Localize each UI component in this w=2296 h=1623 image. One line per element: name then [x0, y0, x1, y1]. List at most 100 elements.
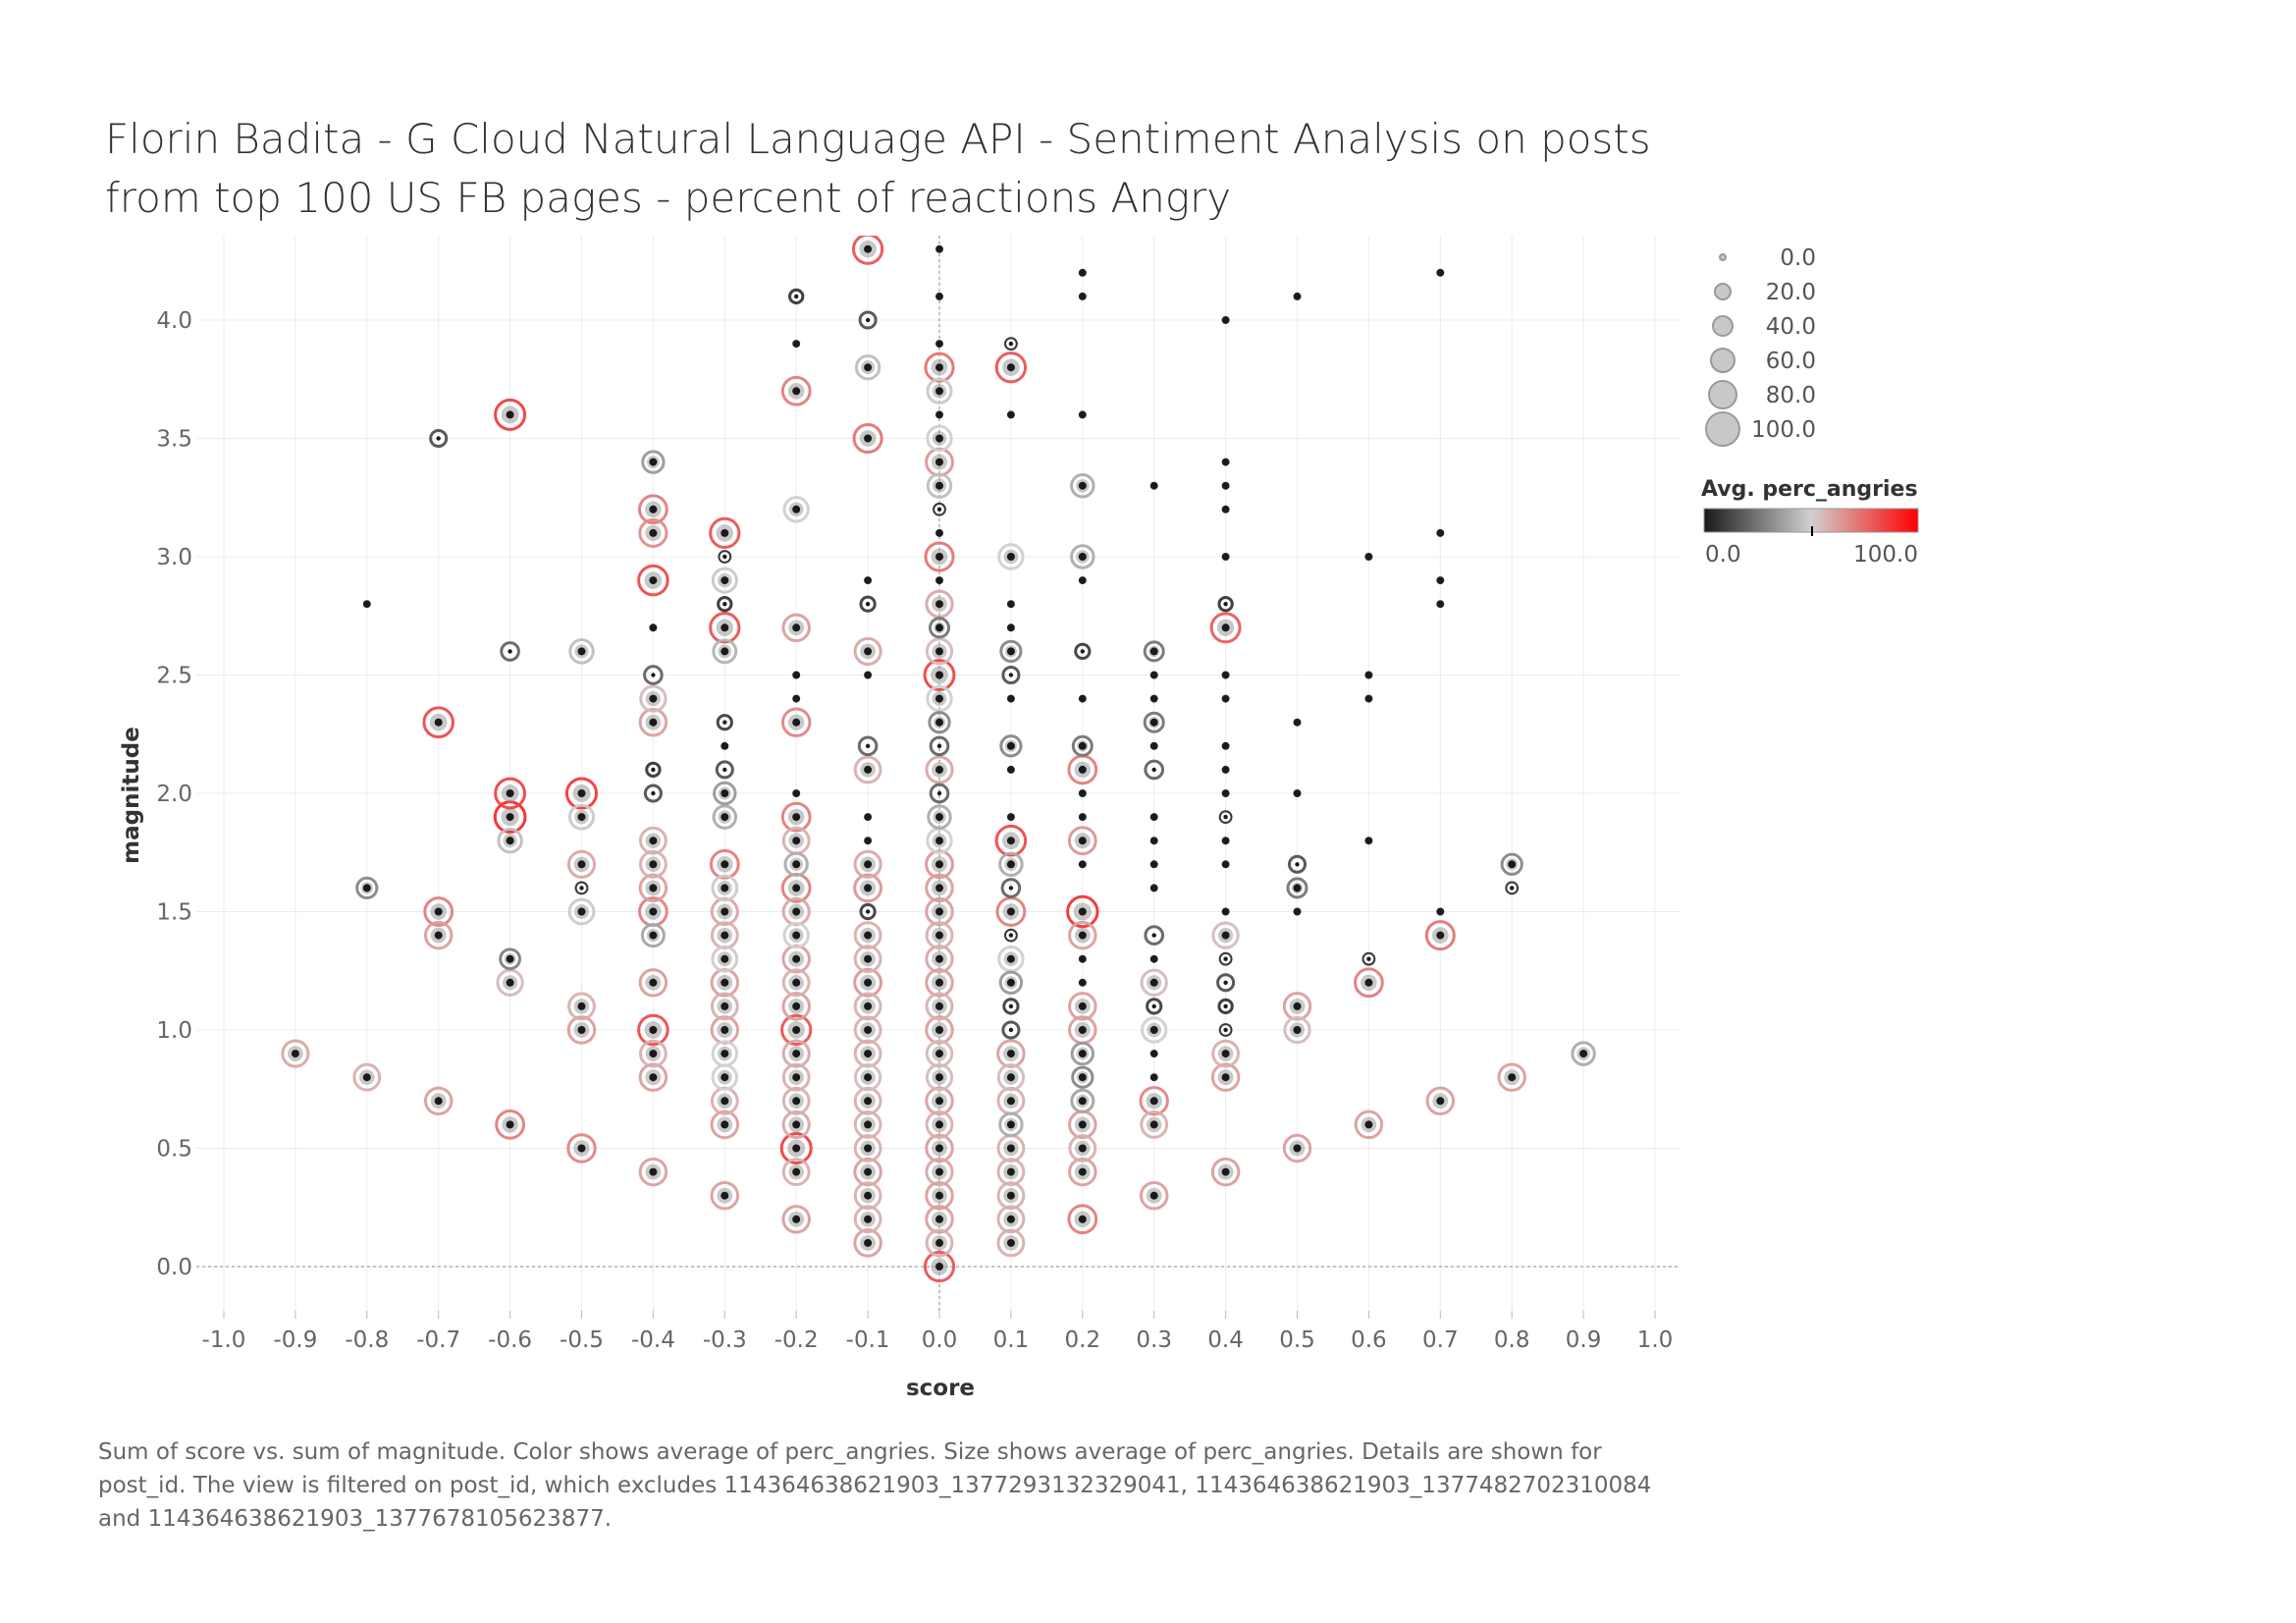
data-point-ring: [780, 1013, 813, 1047]
data-point: [1078, 954, 1087, 963]
data-point-ring: [1068, 1157, 1097, 1187]
x-tick-label: 0.9: [1566, 1327, 1602, 1353]
data-point-ring: [781, 1086, 811, 1115]
data-point-ring: [638, 707, 668, 737]
data-point: [712, 638, 738, 665]
data-point-dot: [1079, 955, 1086, 962]
data-point-core: [579, 886, 584, 891]
data-point-ring: [710, 1180, 740, 1211]
data-point-dot: [1437, 908, 1444, 915]
data-point-ring: [1505, 881, 1520, 895]
data-point: [926, 684, 953, 713]
data-point-ring: [710, 1109, 740, 1140]
data-point-ring: [1216, 973, 1236, 993]
data-point: [710, 1180, 740, 1211]
data-point-dot: [936, 293, 942, 299]
data-point: [852, 422, 883, 455]
data-point-dot: [1079, 814, 1086, 821]
data-point: [857, 735, 879, 757]
data-point-core: [1078, 931, 1087, 940]
data-point: [422, 706, 454, 738]
data-point: [1068, 1157, 1097, 1187]
data-point: [1006, 813, 1015, 822]
data-point-ring: [709, 516, 741, 550]
data-point-core: [1078, 1097, 1087, 1106]
data-point-core: [1295, 862, 1300, 867]
data-point-ring: [929, 735, 950, 757]
data-point-ring: [1362, 951, 1376, 966]
data-point-ring: [637, 564, 669, 597]
data-point-dot: [1150, 814, 1157, 821]
data-point-ring: [1143, 640, 1165, 663]
data-point: [638, 968, 668, 998]
data-point-dot: [936, 577, 942, 584]
data-point-core: [1006, 553, 1015, 561]
size-legend-marker: [1714, 283, 1732, 300]
data-point-ring: [567, 992, 596, 1021]
data-point: [779, 1132, 813, 1164]
data-point-core: [1078, 741, 1087, 750]
data-point: [1149, 671, 1158, 679]
data-point: [496, 968, 524, 997]
data-point-ring: [1571, 1041, 1596, 1066]
x-tick-label: -0.2: [774, 1327, 819, 1353]
data-points: [281, 236, 1596, 1283]
data-point: [649, 623, 658, 632]
data-point-ring: [853, 1228, 882, 1258]
data-point: [853, 1181, 882, 1211]
data-point: [1149, 860, 1158, 869]
size-legend-label: 100.0: [1751, 417, 1816, 443]
data-point: [1287, 854, 1308, 874]
data-point-dot: [865, 838, 872, 844]
data-point-ring: [638, 1062, 668, 1092]
data-point-core: [1151, 1003, 1156, 1009]
data-point-core: [577, 860, 586, 869]
data-point: [928, 711, 951, 734]
data-point: [1140, 968, 1168, 997]
data-point: [853, 1109, 882, 1139]
data-point-core: [721, 931, 729, 940]
size-legend-marker: [1710, 348, 1735, 373]
data-point-dot: [1222, 672, 1229, 678]
data-point: [925, 1063, 954, 1092]
data-point-dot: [793, 341, 800, 348]
data-point: [1068, 1134, 1097, 1163]
data-point: [1143, 711, 1165, 733]
data-point-core: [1151, 767, 1156, 773]
data-point-ring: [923, 1250, 956, 1283]
data-point: [925, 945, 954, 974]
data-point: [1221, 316, 1230, 324]
data-point: [1221, 860, 1230, 869]
data-point-core: [649, 1050, 658, 1058]
data-point: [864, 837, 873, 845]
data-point-core: [864, 647, 873, 656]
data-point: [1140, 1109, 1169, 1139]
data-point-core: [1149, 1097, 1158, 1106]
data-point-core: [792, 1120, 801, 1129]
data-point: [853, 1157, 882, 1187]
data-point: [352, 1062, 382, 1092]
data-point: [783, 851, 809, 878]
data-point: [925, 1086, 954, 1116]
data-point: [566, 1015, 597, 1045]
data-point: [854, 353, 881, 381]
data-point-core: [1006, 954, 1015, 963]
data-point: [423, 920, 454, 950]
size-legend-label: 40.0: [1766, 314, 1816, 340]
data-point-core: [1008, 933, 1014, 938]
data-point-dot: [650, 624, 657, 631]
data-point-dot: [1007, 814, 1014, 821]
data-point-ring: [781, 1205, 811, 1234]
data-point-core: [935, 813, 943, 822]
data-point-dot: [1222, 506, 1229, 513]
data-point: [781, 968, 811, 998]
data-point-ring: [925, 945, 954, 974]
data-point: [859, 902, 877, 921]
data-point-core: [651, 767, 656, 773]
data-point: [1218, 951, 1233, 966]
data-point-core: [792, 387, 801, 396]
x-tick-label: -0.4: [631, 1327, 675, 1353]
data-point: [925, 1109, 954, 1139]
data-point-core: [721, 1026, 729, 1034]
